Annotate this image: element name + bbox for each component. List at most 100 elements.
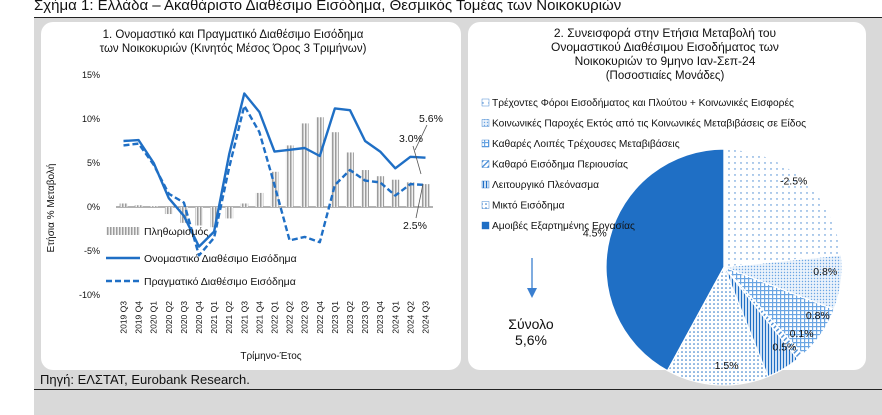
source-note: Πηγή: ΕΛΣΤΑΤ, Eurobank Research. [40, 372, 250, 387]
inflation-bar [406, 182, 415, 207]
x-tick-label: 2023 Q3 [360, 301, 370, 334]
pie-legend-label: Μικτό Εισόδημα [492, 200, 565, 212]
pie-legend: Τρέχοντες Φόροι Εισοδήματος και Πλούτου … [481, 97, 806, 232]
pie-slice-labels: 4.5% 1.5% 0.5% 0.1% 0.8% 0.8% -2.5% [583, 176, 837, 372]
inflation-bar [300, 123, 309, 207]
annotation-inflation-last: 3.0% [399, 133, 423, 145]
x-tick-label: 2021 Q2 [224, 301, 234, 334]
total-arrow-head [527, 288, 537, 298]
x-tick-label: 2022 Q4 [315, 301, 325, 334]
x-tick-label: 2022 Q3 [300, 301, 310, 334]
chart1-legend: Πληθωρισμός Ονομαστικό Διαθέσιμο Εισόδημ… [106, 226, 297, 288]
pie-legend-label: Λειτουργικό Πλεόνασμα [492, 179, 599, 191]
chart2-title-line1: 2. Συνεισφορά στην Ετήσια Μεταβολή του [554, 26, 776, 40]
inflation-bar [240, 203, 249, 207]
legend-label-inflation: Πληθωρισμός [144, 226, 208, 238]
x-tick-label: 2020 Q2 [164, 301, 174, 334]
inflation-bar [210, 207, 219, 228]
pie-slice-label: 1.5% [715, 360, 739, 372]
x-tick-label: 2019 Q3 [119, 301, 129, 334]
x-tick-label: 2022 Q1 [270, 301, 280, 334]
x-tick-label: 2023 Q2 [345, 301, 355, 334]
annotation-real-leader [415, 183, 424, 219]
figure-title-bar [0, 0, 882, 18]
pie-legend-swatch [481, 119, 490, 127]
x-tick-label: 2021 Q1 [209, 301, 219, 334]
x-tick-label: 2019 Q4 [134, 301, 144, 334]
pie-legend-swatch [481, 98, 490, 107]
chart2-title-line3: Νοικοκυριών το 9μηνο Ιαν-Σεπ-24 [575, 54, 756, 68]
real-income-line [123, 104, 426, 257]
chart1-lines [123, 92, 426, 257]
pie-legend-label: Καθαρές Λοιπές Τρέχουσες Μεταβιβάσεις [492, 138, 680, 150]
chart1-title-line1: 1. Ονομαστικό και Πραγματικό Διαθέσιμο Ε… [103, 29, 364, 41]
pie-slice-label: 0.1% [790, 328, 814, 340]
chart1-x-ticks: 2019 Q3 2019 Q4 2020 Q1 2020 Q2 2020 Q3 2020 … [119, 301, 431, 334]
left-chart-panel [41, 22, 461, 370]
pie-slice-label: -2.5% [780, 176, 807, 188]
inflation-bar [270, 171, 279, 207]
chart1-x-axis-label: Τρίμηνο-Έτος [240, 350, 301, 362]
inflation-bar [361, 170, 369, 207]
x-tick-label: 2021 Q3 [239, 301, 249, 334]
source-rule [34, 389, 882, 390]
inflation-bar [255, 192, 264, 207]
y-tick-label: 10% [82, 114, 100, 124]
y-tick-label: -10% [79, 290, 100, 300]
annotation-inflation-leader [412, 145, 422, 175]
annotation-nominal-last: 5.6% [419, 113, 443, 125]
inflation-bar [164, 207, 173, 215]
pie-slices [605, 148, 843, 386]
total-indicator: Σύνολο 5,6% [508, 258, 554, 348]
nominal-income-line [123, 92, 426, 248]
x-tick-label: 2024 Q2 [405, 301, 415, 334]
x-tick-label: 2021 Q4 [254, 301, 264, 334]
inflation-bar [134, 205, 143, 207]
source-background [34, 372, 882, 390]
inflation-bar [330, 132, 339, 207]
total-label: Σύνολο [508, 316, 554, 332]
pie-legend-label: Καθαρό Εισόδημα Περιουσίας [492, 159, 628, 171]
inflation-bar [315, 117, 324, 207]
pie-chart: 2. Συνεισφορά στην Ετήσια Μεταβολή του Ο… [481, 26, 843, 386]
legend-label-nominal: Ονομαστικό Διαθέσιμο Εισόδημα [144, 253, 297, 265]
legend-label-real: Πραγματικό Διαθέσιμο Εισόδημα [144, 276, 296, 288]
y-tick-label: 5% [87, 158, 100, 168]
pie-legend-swatch [481, 160, 490, 168]
pie-legend-swatch [481, 139, 490, 148]
figure-title: Σχήμα 1: Ελλάδα – Ακαθάριστο Διαθέσιμο Ε… [34, 0, 622, 14]
pie-slice-label: 0.8% [813, 266, 837, 278]
line-chart: 1. Ονομαστικό και Πραγματικό Διαθέσιμο Ε… [45, 29, 443, 362]
pie-legend-label: Κοινωνικές Παροχές Εκτός από τις Κοινωνι… [492, 118, 806, 130]
chart1-annotations: 5.6% 3.0% 2.5% [399, 113, 443, 232]
x-tick-label: 2023 Q4 [375, 301, 385, 334]
chart1-y-axis-label: Ετήσια % Μεταβολή [45, 164, 57, 253]
chart2-title-line2: Ονομαστικού Διαθέσιμου Εισοδήματος των [551, 40, 779, 54]
x-tick-label: 2020 Q1 [149, 301, 159, 334]
chart1-title-line2: των Νοικοκυριών (Κινητός Μέσος Όρος 3 Τρ… [100, 43, 367, 55]
inflation-bar [149, 206, 158, 207]
annotation-nominal-leader [414, 124, 428, 151]
y-tick-label: -5% [84, 246, 100, 256]
pie-legend-label: Αμοιβές Εξαρτημένης Εργασίας [492, 220, 635, 232]
chart1-bars [119, 117, 430, 228]
pie-slice [605, 148, 725, 372]
pie-legend-swatch [481, 221, 490, 230]
x-tick-label: 2020 Q4 [194, 301, 204, 334]
x-tick-label: 2024 Q1 [390, 301, 400, 334]
pie-legend-label: Τρέχοντες Φόροι Εισοδήματος και Πλούτου … [492, 97, 794, 109]
lower-background [34, 390, 882, 415]
inflation-bar [285, 145, 294, 207]
x-tick-label: 2024 Q3 [420, 301, 430, 334]
x-tick-label: 2022 Q2 [285, 301, 295, 334]
legend-swatch-inflation [106, 227, 140, 235]
x-tick-label: 2023 Q1 [330, 301, 340, 334]
inflation-bar [376, 176, 385, 207]
total-value: 5,6% [515, 332, 547, 348]
inflation-bar [421, 184, 430, 207]
pie-slice-label: 0.5% [772, 342, 796, 354]
inflation-bar [119, 203, 128, 207]
pie-legend-swatch [481, 180, 490, 189]
pie-legend-swatch [481, 201, 490, 209]
annotation-real-last: 2.5% [403, 220, 427, 232]
